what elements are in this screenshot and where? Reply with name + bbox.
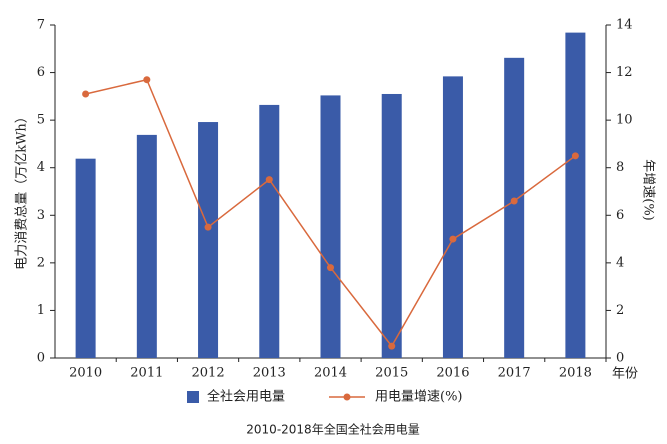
x-tick-label: 2011 (130, 366, 163, 381)
y-tick-label: 4 (37, 160, 45, 175)
bar (198, 122, 219, 358)
legend-swatch (187, 391, 199, 403)
y2-tick-label: 6 (616, 208, 624, 223)
x-tick-label: 2017 (498, 366, 531, 381)
y-axis-title: 电力消费总量（万亿kWh） (15, 110, 30, 270)
y-tick-label: 7 (37, 18, 45, 33)
line-marker (571, 152, 579, 160)
y2-tick-label: 8 (616, 160, 624, 175)
x-tick-label: 2012 (192, 366, 225, 381)
y2-tick-label: 4 (616, 255, 624, 270)
bar (381, 93, 402, 358)
line-marker (510, 197, 518, 205)
y-tick-label: 5 (37, 113, 45, 128)
x-axis-title: 年份 (612, 367, 638, 382)
y2-tick-label: 0 (616, 351, 624, 366)
bar (136, 134, 157, 358)
line-marker (265, 176, 273, 184)
legend-swatch (343, 393, 351, 401)
line-marker (449, 235, 457, 243)
line-marker (82, 90, 90, 98)
x-tick-label: 2014 (314, 366, 347, 381)
y2-tick-label: 14 (616, 18, 633, 33)
line-marker (388, 342, 396, 350)
bar (320, 95, 341, 359)
y2-tick-label: 12 (616, 65, 633, 80)
y2-axis-title: 年增速(%) (641, 159, 656, 221)
legend-label: 用电量增速(%) (375, 390, 463, 405)
caption: 2010-2018年全国全社会用电量 (246, 422, 419, 437)
line-marker (204, 223, 212, 231)
y-tick-label: 0 (37, 351, 45, 366)
bar (75, 158, 96, 358)
x-tick-label: 2015 (375, 366, 408, 381)
y-tick-label: 1 (37, 303, 45, 318)
legend-label: 全社会用电量 (207, 389, 285, 405)
x-tick-label: 2013 (253, 366, 286, 381)
x-tick-label: 2016 (436, 366, 469, 381)
y-tick-label: 6 (37, 65, 45, 80)
line-marker (143, 76, 151, 84)
x-tick-label: 2010 (69, 366, 102, 381)
bar (565, 32, 586, 359)
bar (504, 57, 525, 359)
y-tick-label: 2 (37, 255, 45, 270)
y2-tick-label: 10 (616, 113, 633, 128)
bar (259, 104, 280, 358)
y-tick-label: 3 (37, 208, 45, 223)
y2-tick-label: 2 (616, 303, 624, 318)
x-tick-label: 2018 (559, 366, 592, 381)
bar (442, 76, 463, 359)
line-marker (327, 264, 334, 272)
